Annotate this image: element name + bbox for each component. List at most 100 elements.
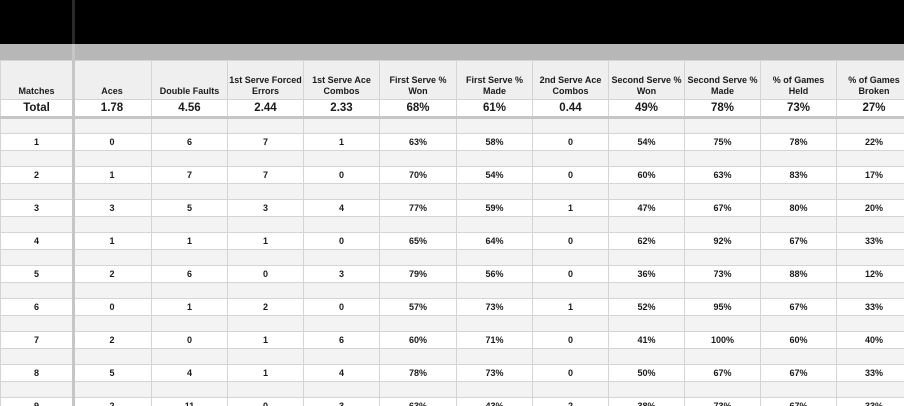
empty-cell[interactable] (72, 150, 152, 167)
empty-cell[interactable] (72, 315, 152, 332)
empty-cell[interactable] (836, 249, 904, 266)
empty-cell[interactable] (303, 216, 380, 233)
empty-cell[interactable] (151, 216, 228, 233)
cell-double-faults[interactable]: 7 (151, 166, 228, 184)
empty-cell[interactable] (608, 348, 685, 365)
empty-cell[interactable] (0, 183, 73, 200)
cell-pct-of-games-held[interactable]: 67% (760, 397, 837, 406)
cell-1st-serve-ace-combos[interactable]: 0 (303, 166, 380, 184)
empty-cell[interactable] (532, 183, 609, 200)
cell-first-serve-pct-won[interactable]: 77% (379, 199, 457, 217)
empty-cell[interactable] (72, 348, 152, 365)
empty-cell[interactable] (72, 282, 152, 299)
empty-cell[interactable] (227, 183, 304, 200)
empty-cell[interactable] (456, 315, 533, 332)
column-header-matches[interactable]: Matches (0, 60, 73, 100)
empty-cell[interactable] (151, 150, 228, 167)
empty-cell[interactable] (532, 216, 609, 233)
empty-cell[interactable] (684, 117, 761, 134)
cell-matches[interactable]: 7 (0, 331, 73, 349)
column-header-aces[interactable]: Aces (72, 60, 152, 100)
empty-cell[interactable] (0, 117, 73, 134)
empty-cell[interactable] (0, 282, 73, 299)
empty-cell[interactable] (303, 282, 380, 299)
empty-cell[interactable] (303, 117, 380, 134)
cell-pct-of-games-held[interactable]: 67% (760, 232, 837, 250)
empty-cell[interactable] (0, 315, 73, 332)
column-header-first-serve-pct-won[interactable]: First Serve % Won (379, 60, 457, 100)
empty-cell[interactable] (684, 282, 761, 299)
empty-cell[interactable] (684, 183, 761, 200)
empty-cell[interactable] (227, 117, 304, 134)
empty-cell[interactable] (684, 348, 761, 365)
cell-double-faults[interactable]: 0 (151, 331, 228, 349)
empty-cell[interactable] (760, 315, 837, 332)
empty-cell[interactable] (608, 381, 685, 398)
empty-cell[interactable] (836, 150, 904, 167)
empty-cell[interactable] (303, 183, 380, 200)
cell-second-serve-pct-won[interactable]: 36% (608, 265, 685, 283)
empty-cell[interactable] (760, 117, 837, 134)
empty-cell[interactable] (72, 381, 152, 398)
empty-cell[interactable] (456, 183, 533, 200)
cell-aces[interactable]: 2 (72, 331, 152, 349)
empty-cell[interactable] (456, 117, 533, 134)
empty-cell[interactable] (227, 249, 304, 266)
empty-cell[interactable] (836, 183, 904, 200)
empty-cell[interactable] (836, 282, 904, 299)
cell-aces[interactable]: 0 (72, 298, 152, 316)
empty-cell[interactable] (72, 183, 152, 200)
cell-1st-serve-ace-combos[interactable]: 3 (303, 397, 380, 406)
cell-pct-of-games-held[interactable]: 67% (760, 298, 837, 316)
cell-first-serve-pct-won[interactable]: 63% (379, 133, 457, 151)
cell-second-serve-pct-won[interactable]: 52% (608, 298, 685, 316)
empty-cell[interactable] (0, 150, 73, 167)
empty-cell[interactable] (684, 150, 761, 167)
cell-first-serve-pct-won[interactable]: 57% (379, 298, 457, 316)
cell-pct-of-games-held[interactable]: 83% (760, 166, 837, 184)
cell-1st-serve-forced-errors[interactable]: 0 (227, 397, 304, 406)
cell-first-serve-pct-made[interactable]: 59% (456, 199, 533, 217)
cell-aces[interactable]: 5 (72, 364, 152, 382)
column-header-pct-of-games-broken[interactable]: % of Games Broken (836, 60, 904, 100)
cell-first-serve-pct-won[interactable]: 65% (379, 232, 457, 250)
cell-double-faults[interactable]: 6 (151, 265, 228, 283)
cell-second-serve-pct-won[interactable]: 50% (608, 364, 685, 382)
cell-1st-serve-forced-errors[interactable]: 1 (227, 364, 304, 382)
empty-cell[interactable] (760, 216, 837, 233)
cell-second-serve-pct-made[interactable]: 78% (684, 99, 761, 119)
empty-cell[interactable] (760, 183, 837, 200)
cell-aces[interactable]: 1.78 (72, 99, 152, 119)
cell-first-serve-pct-won[interactable]: 79% (379, 265, 457, 283)
empty-cell[interactable] (760, 282, 837, 299)
cell-double-faults[interactable]: 6 (151, 133, 228, 151)
cell-pct-of-games-broken[interactable]: 33% (836, 397, 904, 406)
cell-2nd-serve-ace-combos[interactable]: 1 (532, 199, 609, 217)
cell-1st-serve-forced-errors[interactable]: 7 (227, 133, 304, 151)
empty-cell[interactable] (379, 249, 457, 266)
cell-matches[interactable]: 3 (0, 199, 73, 217)
cell-matches[interactable]: 4 (0, 232, 73, 250)
empty-cell[interactable] (532, 117, 609, 134)
empty-cell[interactable] (532, 150, 609, 167)
cell-second-serve-pct-made[interactable]: 75% (684, 133, 761, 151)
empty-cell[interactable] (151, 381, 228, 398)
empty-cell[interactable] (151, 249, 228, 266)
cell-2nd-serve-ace-combos[interactable]: 0.44 (532, 99, 609, 119)
empty-cell[interactable] (379, 315, 457, 332)
empty-cell[interactable] (303, 348, 380, 365)
empty-cell[interactable] (836, 117, 904, 134)
empty-cell[interactable] (836, 381, 904, 398)
cell-pct-of-games-broken[interactable]: 27% (836, 99, 904, 119)
cell-1st-serve-forced-errors[interactable]: 7 (227, 166, 304, 184)
cell-matches[interactable]: 2 (0, 166, 73, 184)
empty-cell[interactable] (836, 348, 904, 365)
column-header-1st-serve-ace-combos[interactable]: 1st Serve Ace Combos (303, 60, 380, 100)
empty-cell[interactable] (0, 348, 73, 365)
cell-first-serve-pct-made[interactable]: 73% (456, 298, 533, 316)
cell-1st-serve-ace-combos[interactable]: 0 (303, 232, 380, 250)
cell-1st-serve-forced-errors[interactable]: 2 (227, 298, 304, 316)
cell-2nd-serve-ace-combos[interactable]: 2 (532, 397, 609, 406)
empty-cell[interactable] (303, 249, 380, 266)
cell-2nd-serve-ace-combos[interactable]: 0 (532, 364, 609, 382)
